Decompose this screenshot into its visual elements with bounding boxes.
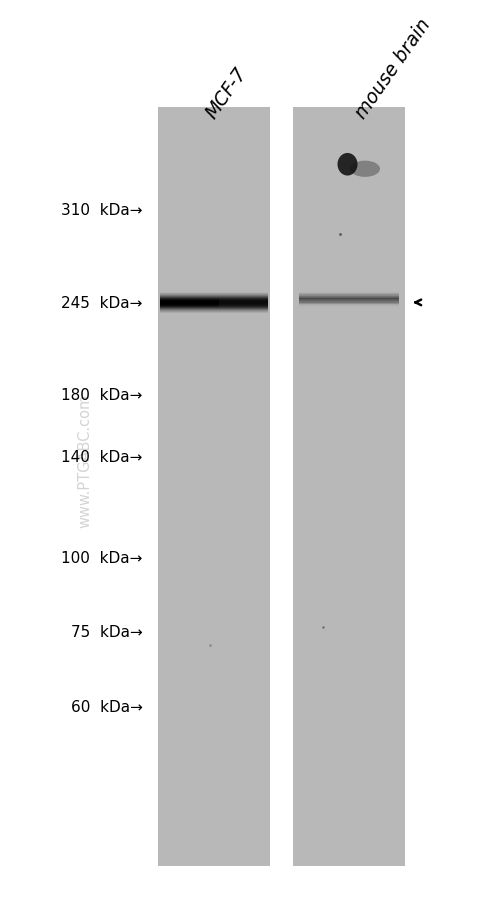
- Text: 75  kDa→: 75 kDa→: [71, 624, 142, 639]
- Text: MCF-7: MCF-7: [202, 64, 250, 122]
- Ellipse shape: [338, 153, 357, 176]
- Bar: [158, 108, 270, 866]
- Text: 180  kDa→: 180 kDa→: [61, 388, 142, 402]
- Text: 245  kDa→: 245 kDa→: [61, 296, 142, 310]
- Text: 60  kDa→: 60 kDa→: [70, 700, 142, 714]
- Bar: [292, 108, 405, 866]
- Text: 140  kDa→: 140 kDa→: [61, 450, 142, 465]
- Text: 310  kDa→: 310 kDa→: [61, 203, 142, 217]
- Ellipse shape: [350, 161, 380, 178]
- Text: www.PTGABC.com: www.PTGABC.com: [78, 393, 92, 527]
- Text: mouse brain: mouse brain: [352, 15, 434, 122]
- Text: 100  kDa→: 100 kDa→: [61, 550, 142, 565]
